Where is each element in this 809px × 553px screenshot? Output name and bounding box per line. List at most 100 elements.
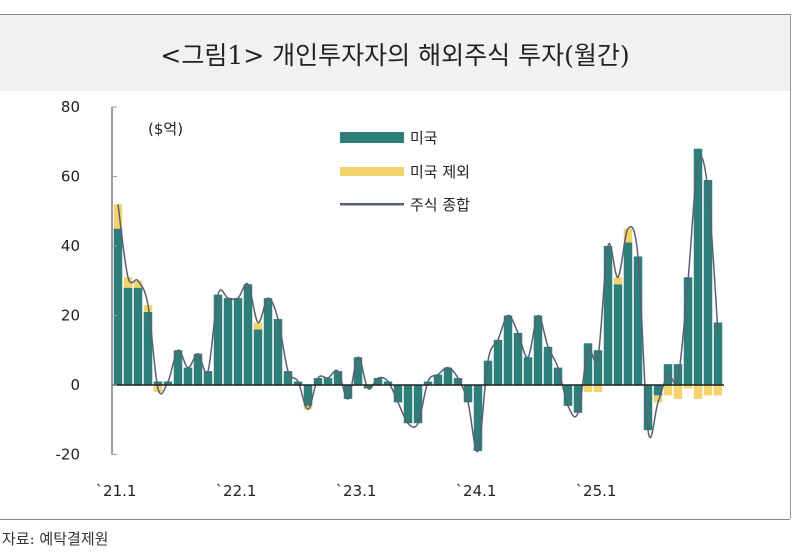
- x-tick-label: `24.1: [456, 482, 497, 500]
- bar-us: [453, 378, 463, 385]
- bar-us: [113, 228, 123, 385]
- bar-us: [553, 367, 563, 385]
- bar-non-us: [583, 385, 593, 392]
- y-tick-label: 0: [70, 376, 80, 394]
- bar-us: [593, 350, 603, 385]
- bar-us: [233, 298, 243, 385]
- bar-us: [183, 367, 193, 385]
- bar-us: [713, 322, 723, 385]
- bar-us: [213, 294, 223, 385]
- bar-us: [703, 179, 713, 385]
- bar-us: [533, 315, 543, 385]
- bar-us: [333, 371, 343, 385]
- bar-us: [413, 385, 423, 424]
- bar-non-us: [693, 385, 703, 399]
- bar-us: [633, 256, 643, 385]
- y-tick-label: 40: [61, 237, 80, 255]
- y-tick-label: 80: [61, 98, 80, 116]
- bar-non-us: [703, 385, 713, 396]
- bar-us: [463, 385, 473, 403]
- bar-us: [313, 378, 323, 385]
- bar-us: [563, 385, 573, 406]
- bar-us: [173, 350, 183, 385]
- total-line: [117, 155, 719, 453]
- bar-non-us: [303, 405, 313, 410]
- legend-swatch-total: [340, 203, 404, 206]
- bar-us: [653, 385, 663, 396]
- bar-us: [443, 367, 453, 385]
- bar-us: [503, 315, 513, 385]
- bar-non-us: [113, 204, 123, 229]
- bar-us: [483, 360, 493, 385]
- bar-us: [543, 346, 553, 385]
- bar-us: [513, 332, 523, 385]
- bar-us: [273, 318, 283, 385]
- bar-non-us: [663, 385, 673, 396]
- bar-us: [263, 298, 273, 385]
- bar-non-us: [683, 385, 693, 389]
- bar-non-us: [623, 228, 633, 243]
- bar-us: [473, 385, 483, 452]
- bar-us: [623, 242, 633, 385]
- legend-swatch-non-us: [340, 167, 404, 176]
- legend-swatch-us: [340, 132, 404, 143]
- bar-us: [143, 312, 153, 385]
- legend-label-us: 미국: [410, 129, 438, 147]
- bar-us: [193, 353, 203, 385]
- bar-us: [303, 385, 313, 406]
- y-tick-label: 60: [61, 168, 80, 186]
- bar-non-us: [253, 322, 263, 330]
- bar-us: [433, 374, 443, 385]
- bar-us: [393, 385, 403, 403]
- y-tick-label: 20: [61, 307, 80, 325]
- legend-label-total: 주식 종합: [410, 196, 470, 214]
- legend: 미국 미국 제외 주식 종합: [340, 129, 470, 214]
- bar-non-us: [613, 277, 623, 285]
- divider: [0, 519, 790, 520]
- bar-us: [683, 277, 693, 385]
- bar-us: [133, 287, 143, 385]
- bar-us: [493, 339, 503, 385]
- bar-us: [253, 329, 263, 385]
- bar-us: [583, 343, 593, 385]
- y-tick-label: -20: [56, 446, 81, 464]
- legend-label-non-us: 미국 제외: [410, 163, 470, 181]
- bar-non-us: [713, 385, 723, 396]
- bar-us: [123, 287, 133, 385]
- bar-non-us: [673, 385, 683, 399]
- divider: [790, 14, 791, 519]
- unit-label: ($억): [148, 120, 183, 138]
- bar-us: [163, 381, 173, 385]
- bar-us: [203, 371, 213, 385]
- chart-title: <그림1> 개인투자자의 해외주식 투자(월간): [160, 41, 630, 70]
- x-tick-label: `22.1: [216, 482, 257, 500]
- chart: -20 0 20 40 60 80 `21.1 `22.1 `23.1 `24.1 `25.1 ($…: [56, 98, 724, 500]
- bar-us: [243, 284, 253, 385]
- bar-us: [613, 284, 623, 385]
- bar-us: [363, 385, 373, 389]
- bar-us: [603, 246, 613, 385]
- bar-us: [523, 357, 533, 385]
- bar-us: [383, 381, 393, 385]
- x-tick-label: `25.1: [576, 482, 617, 500]
- bar-us: [573, 385, 583, 413]
- bar-us: [343, 385, 353, 399]
- bar-us: [693, 148, 703, 385]
- bar-us: [353, 357, 363, 385]
- source-note: 자료: 예탁결제원: [2, 530, 109, 548]
- bar-us: [403, 385, 413, 424]
- x-tick-label: `21.1: [96, 482, 137, 500]
- bar-us: [283, 371, 293, 385]
- bar-us: [373, 378, 383, 385]
- bar-non-us: [133, 280, 143, 288]
- bar-non-us: [653, 395, 663, 403]
- bar-us: [643, 385, 653, 431]
- bar-us: [323, 378, 333, 385]
- x-tick-label: `23.1: [336, 482, 377, 500]
- bar-us: [223, 298, 233, 385]
- title-band: [0, 14, 790, 91]
- bar-non-us: [593, 385, 603, 392]
- bar-non-us: [123, 277, 133, 288]
- bar-us: [153, 381, 163, 385]
